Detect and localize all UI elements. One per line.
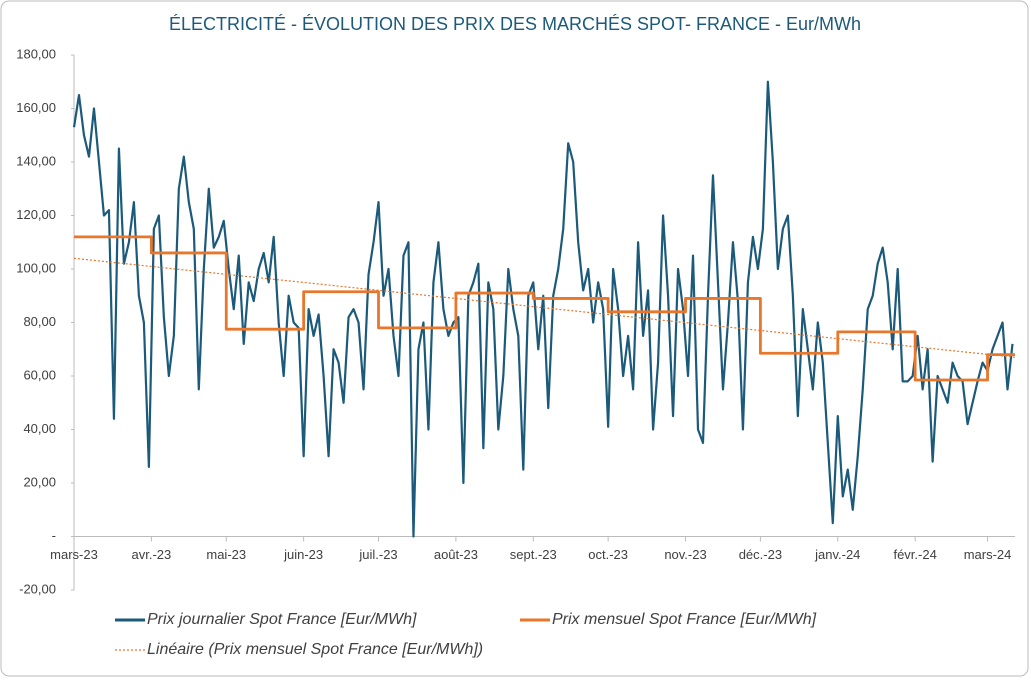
y-tick-label: 180,00 xyxy=(16,46,56,61)
legend-label: Prix mensuel Spot France [Eur/MWh] xyxy=(552,611,817,628)
x-tick-label: oct.-23 xyxy=(588,547,628,562)
chart-title: ÉLECTRICITÉ - ÉVOLUTION DES PRIX DES MAR… xyxy=(169,14,861,34)
x-tick-label: avr.-23 xyxy=(132,547,172,562)
x-tick-label: juil.-23 xyxy=(358,547,397,562)
trend-line xyxy=(73,257,1016,358)
legend-label: Prix journalier Spot France [Eur/MWh] xyxy=(147,611,417,628)
series-line xyxy=(74,235,1015,382)
x-tick-label: mars-24 xyxy=(964,547,1012,562)
x-tick-label: juin-23 xyxy=(283,547,323,562)
y-tick-label: 20,00 xyxy=(23,474,56,489)
y-tick-label: 40,00 xyxy=(23,421,56,436)
y-tick-label: 100,00 xyxy=(16,260,56,275)
y-tick-label: 160,00 xyxy=(16,100,56,115)
x-tick-label: déc.-23 xyxy=(739,547,782,562)
y-tick-label: 120,00 xyxy=(16,207,56,222)
legend-label: Linéaire (Prix mensuel Spot France [Eur/… xyxy=(147,641,483,658)
y-tick-label: 140,00 xyxy=(16,153,56,168)
y-tick-label: 60,00 xyxy=(23,367,56,382)
series-line xyxy=(72,80,1014,538)
y-tick-label: - xyxy=(52,528,56,543)
x-tick-label: févr.-24 xyxy=(893,547,936,562)
y-tick-label: -20,00 xyxy=(19,581,56,596)
x-tick-label: mars-23 xyxy=(50,547,98,562)
x-tick-label: nov.-23 xyxy=(664,547,706,562)
x-tick-label: sept.-23 xyxy=(510,547,557,562)
x-tick-label: janv.-24 xyxy=(814,547,860,562)
y-tick-label: 80,00 xyxy=(23,314,56,329)
x-tick-label: août-23 xyxy=(434,547,478,562)
x-tick-label: mai-23 xyxy=(206,547,246,562)
